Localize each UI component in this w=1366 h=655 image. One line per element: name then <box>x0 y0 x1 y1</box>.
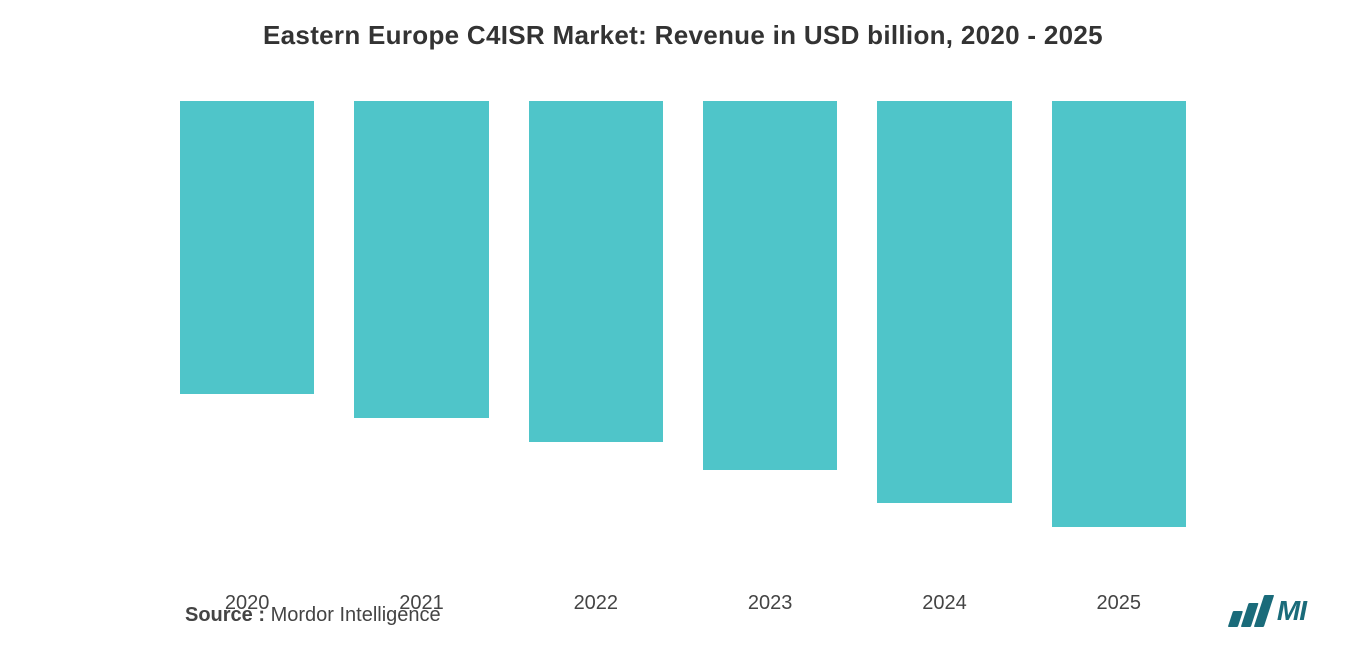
logo-bars-icon <box>1228 595 1274 627</box>
bar-2021 <box>354 101 488 418</box>
bar-2024 <box>877 101 1011 503</box>
chart-container: Eastern Europe C4ISR Market: Revenue in … <box>0 0 1366 655</box>
bar-wrapper <box>354 101 488 574</box>
bar-wrapper <box>180 101 314 574</box>
source-value: Mordor Intelligence <box>265 604 441 626</box>
bar-2025 <box>1052 101 1186 527</box>
plot-area: 202020212022202320242025 <box>60 101 1306 615</box>
logo-bar-3 <box>1254 595 1274 627</box>
source-line: Source : Mordor Intelligence <box>185 604 441 627</box>
bar-2023 <box>703 101 837 470</box>
bar-wrapper <box>877 101 1011 574</box>
bar-wrapper <box>703 101 837 574</box>
chart-footer: Source : Mordor Intelligence MI <box>185 595 1306 627</box>
bar-2022 <box>529 101 663 442</box>
logo-text: MI <box>1277 595 1306 627</box>
bar-wrapper <box>529 101 663 574</box>
chart-title: Eastern Europe C4ISR Market: Revenue in … <box>60 20 1306 51</box>
bars-region <box>180 101 1186 574</box>
bar-2020 <box>180 101 314 394</box>
source-label: Source : <box>185 604 265 626</box>
brand-logo: MI <box>1233 595 1306 627</box>
bar-wrapper <box>1052 101 1186 574</box>
